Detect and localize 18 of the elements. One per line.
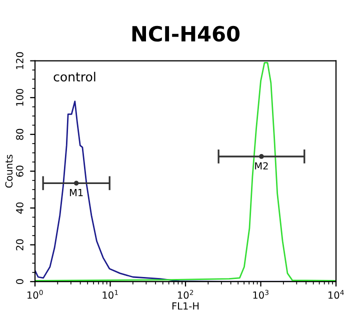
x-axis-title: FL1-H bbox=[172, 302, 199, 310]
y-axis-title: Counts bbox=[5, 154, 13, 188]
y-tick-label: 40 bbox=[16, 202, 24, 214]
x-tick-label: 10$^{2}$ bbox=[178, 290, 194, 299]
y-tick-label: 120 bbox=[16, 52, 24, 70]
x-tick-label: 10$^{4}$ bbox=[328, 290, 344, 299]
chart-title: NCI-H460 bbox=[132, 26, 240, 42]
annotation: M1 bbox=[70, 189, 83, 196]
y-tick-label: 60 bbox=[16, 166, 24, 177]
x-tick-label: 10$^{3}$ bbox=[253, 290, 268, 299]
x-tick-label: 10$^{1}$ bbox=[102, 290, 118, 299]
annotation: control bbox=[54, 72, 96, 82]
y-tick-label: 0 bbox=[16, 279, 24, 284]
y-tick-label: 20 bbox=[16, 239, 24, 250]
annotation: M2 bbox=[255, 162, 268, 170]
x-tick-label: 10$^{0}$ bbox=[28, 290, 43, 299]
y-tick-label: 80 bbox=[16, 128, 24, 140]
y-tick-label: 100 bbox=[16, 88, 24, 106]
